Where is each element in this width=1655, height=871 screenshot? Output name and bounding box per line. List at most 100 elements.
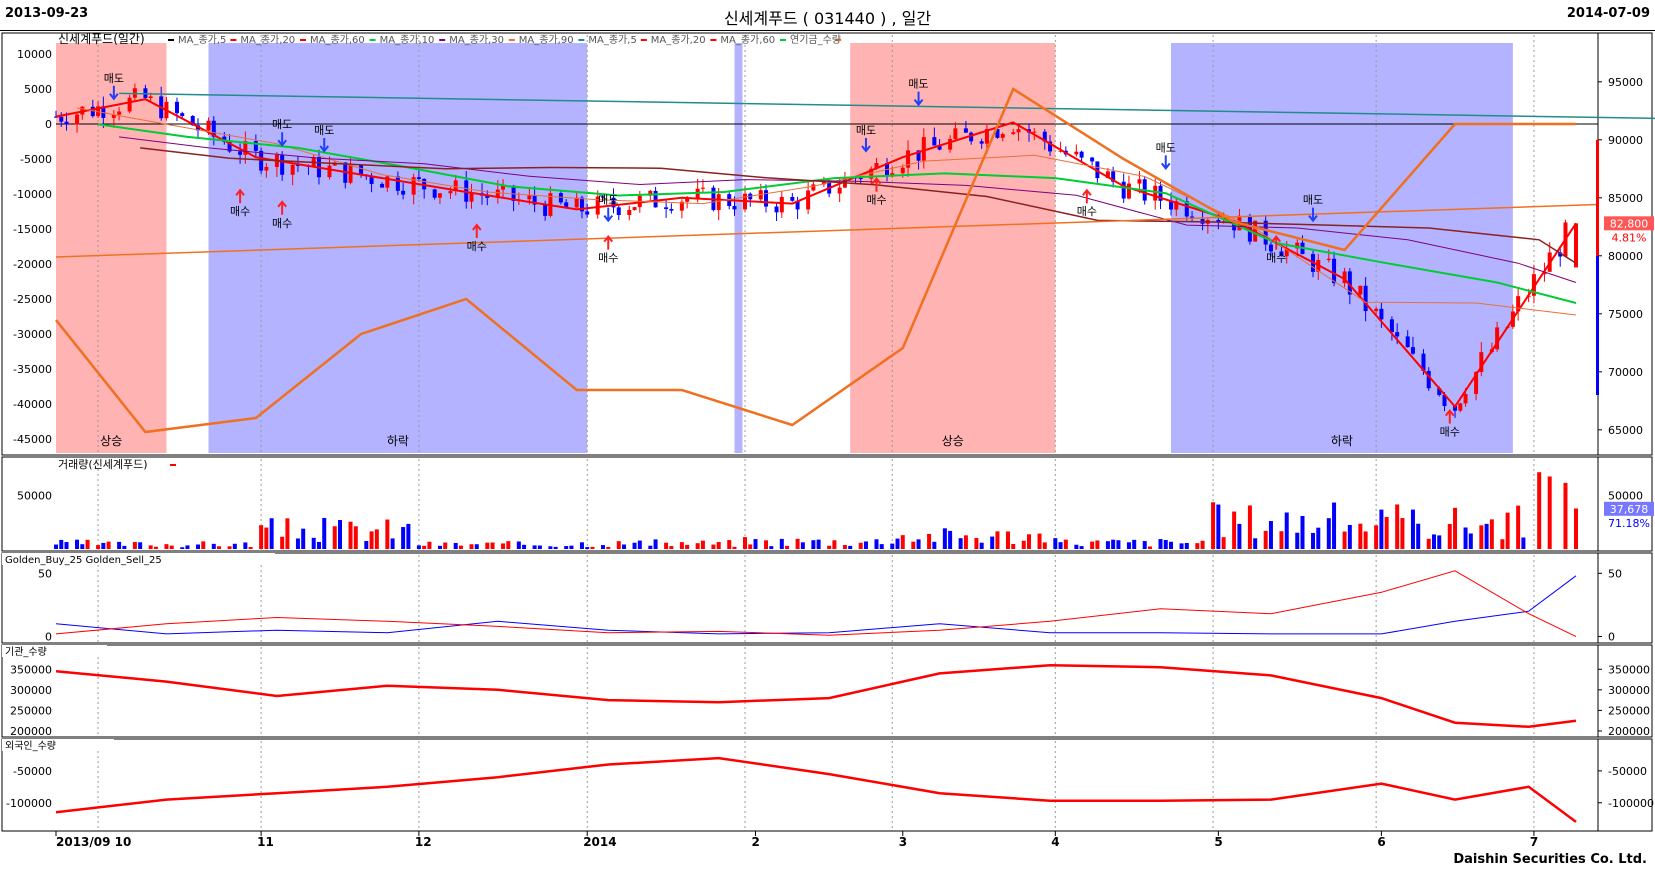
volume-bar	[1021, 540, 1026, 549]
candle	[632, 206, 637, 211]
volume-bar	[1005, 531, 1010, 549]
volume-bar	[153, 546, 158, 549]
volume-bar	[506, 541, 511, 549]
candle-body	[1048, 141, 1053, 152]
volume-bar	[401, 527, 406, 549]
volume-bar	[1211, 502, 1216, 549]
volume-bar	[1358, 523, 1363, 549]
volume-bar	[332, 526, 337, 549]
candle	[564, 199, 569, 208]
volume-bar	[132, 542, 137, 549]
candle	[1268, 241, 1273, 257]
candle-body	[1395, 332, 1400, 337]
candle-body	[963, 128, 968, 133]
volume-bar	[316, 541, 321, 549]
end-date: 2014-07-09	[1566, 6, 1650, 21]
candle-body	[1437, 388, 1442, 395]
volume-bar	[622, 544, 627, 549]
volume-bar	[890, 543, 895, 549]
institution-left-tick-3: 200000	[10, 725, 52, 738]
volume-bar	[1431, 534, 1436, 549]
volume-bar	[311, 537, 316, 549]
candle-body	[385, 176, 390, 188]
volume-bar	[248, 546, 253, 549]
candle-body	[1284, 248, 1289, 257]
volume-bar	[322, 517, 327, 549]
candle-body	[648, 190, 653, 196]
candle	[180, 111, 185, 119]
volume-bar	[474, 544, 479, 549]
candle-body	[1542, 271, 1547, 275]
institution-left-tick-2: 250000	[10, 704, 52, 717]
candle-body	[1232, 221, 1237, 231]
candle-body	[827, 180, 832, 194]
legend-item-4: MA_종가,10	[380, 34, 435, 46]
volume-bar	[427, 541, 432, 549]
candle-body	[806, 190, 811, 210]
candle-body	[485, 195, 490, 198]
volume-bar	[569, 545, 574, 549]
right-tick-6: 65000	[1608, 424, 1643, 437]
band-1	[208, 43, 588, 453]
volume-bar	[948, 530, 953, 549]
candle-body	[469, 193, 474, 202]
institution-right-tick-1: 300000	[1608, 684, 1650, 697]
volume-bar	[1147, 546, 1152, 549]
candle-body	[1410, 347, 1415, 354]
candle-body	[1421, 353, 1426, 371]
candle-body	[148, 96, 153, 98]
candle	[1000, 132, 1005, 142]
volume-bar	[700, 540, 705, 549]
band-0	[56, 43, 167, 453]
volume-bar	[458, 545, 463, 549]
volume-bar	[469, 544, 474, 549]
candle-body	[1379, 308, 1384, 320]
volume-bar	[1316, 527, 1321, 549]
volume-bar	[211, 543, 216, 549]
volume-bar	[600, 545, 605, 549]
price-legend	[168, 39, 842, 41]
signal-label-8: 매도	[856, 124, 876, 137]
candle	[653, 186, 658, 208]
candle-body	[127, 97, 132, 112]
sell-arrow-14	[1308, 207, 1318, 223]
candle	[1516, 288, 1521, 321]
golden-title-bg	[2, 553, 275, 565]
volume-bar	[1095, 540, 1100, 549]
candle-body	[1016, 129, 1021, 133]
volume-bar	[732, 546, 737, 549]
candle-body	[984, 129, 989, 144]
last-volume-pct: 71.18%	[1608, 517, 1650, 530]
buy-arrow-7	[603, 234, 614, 250]
candle-body	[416, 177, 421, 180]
signal-label-5: 매수	[467, 240, 487, 253]
volume-bar	[437, 545, 442, 549]
candle	[969, 131, 974, 145]
candle	[558, 191, 563, 205]
candle-body	[253, 141, 258, 151]
buy-arrow-15	[1444, 408, 1455, 424]
candle	[1326, 249, 1331, 263]
volume-bar	[217, 546, 222, 549]
candle-body	[627, 209, 632, 216]
volume-bars	[54, 502, 1526, 549]
volume-bar	[85, 539, 90, 549]
candle-body	[259, 150, 264, 171]
volume-bar	[264, 527, 269, 549]
signal-label-1: 매수	[230, 205, 250, 218]
volume-bar	[185, 545, 190, 549]
candle-body	[1453, 405, 1458, 411]
signal-label-3: 매수	[272, 217, 292, 230]
left-tick-4: -10000	[13, 188, 52, 201]
candle	[111, 110, 116, 128]
signal-label-9: 매수	[866, 194, 886, 207]
volume-bar	[748, 544, 753, 549]
volume-bar	[753, 539, 758, 549]
candle-body	[1111, 171, 1116, 182]
candle	[1263, 214, 1268, 251]
candle-body	[401, 190, 406, 195]
left-tick-6: -20000	[13, 258, 52, 271]
candle-body	[1268, 244, 1273, 252]
volume-bar	[1116, 540, 1121, 549]
volume-bar	[522, 544, 527, 549]
